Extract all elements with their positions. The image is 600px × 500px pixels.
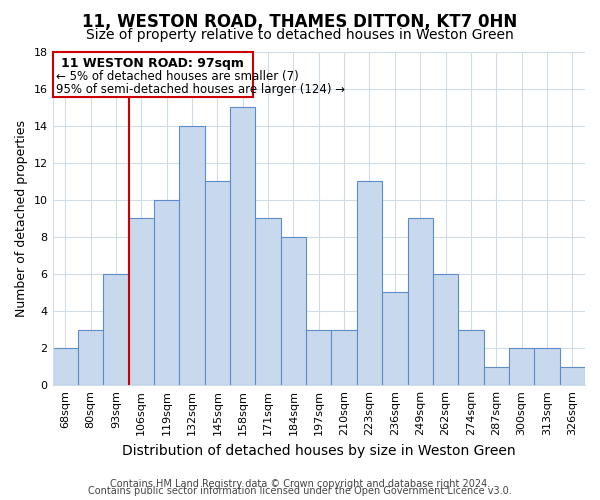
Bar bbox=[433, 274, 458, 385]
Text: 95% of semi-detached houses are larger (124) →: 95% of semi-detached houses are larger (… bbox=[56, 83, 346, 96]
Bar bbox=[179, 126, 205, 385]
Bar bbox=[331, 330, 357, 385]
Text: Size of property relative to detached houses in Weston Green: Size of property relative to detached ho… bbox=[86, 28, 514, 42]
Bar bbox=[484, 366, 509, 385]
Bar bbox=[230, 107, 256, 385]
X-axis label: Distribution of detached houses by size in Weston Green: Distribution of detached houses by size … bbox=[122, 444, 515, 458]
Bar bbox=[53, 348, 78, 385]
Bar bbox=[382, 292, 407, 385]
Bar bbox=[78, 330, 103, 385]
Bar bbox=[205, 182, 230, 385]
Bar bbox=[154, 200, 179, 385]
Text: 11, WESTON ROAD, THAMES DITTON, KT7 0HN: 11, WESTON ROAD, THAMES DITTON, KT7 0HN bbox=[82, 12, 518, 30]
Bar bbox=[306, 330, 331, 385]
Text: Contains HM Land Registry data © Crown copyright and database right 2024.: Contains HM Land Registry data © Crown c… bbox=[110, 479, 490, 489]
Y-axis label: Number of detached properties: Number of detached properties bbox=[15, 120, 28, 317]
Bar bbox=[407, 218, 433, 385]
Bar bbox=[509, 348, 534, 385]
Text: Contains public sector information licensed under the Open Government Licence v3: Contains public sector information licen… bbox=[88, 486, 512, 496]
Text: 11 WESTON ROAD: 97sqm: 11 WESTON ROAD: 97sqm bbox=[61, 57, 244, 70]
Bar bbox=[560, 366, 585, 385]
Bar bbox=[128, 218, 154, 385]
Bar bbox=[103, 274, 128, 385]
Bar bbox=[357, 182, 382, 385]
Text: ← 5% of detached houses are smaller (7): ← 5% of detached houses are smaller (7) bbox=[56, 70, 299, 83]
Bar bbox=[281, 237, 306, 385]
FancyBboxPatch shape bbox=[53, 52, 253, 97]
Bar bbox=[256, 218, 281, 385]
Bar bbox=[458, 330, 484, 385]
Bar bbox=[534, 348, 560, 385]
